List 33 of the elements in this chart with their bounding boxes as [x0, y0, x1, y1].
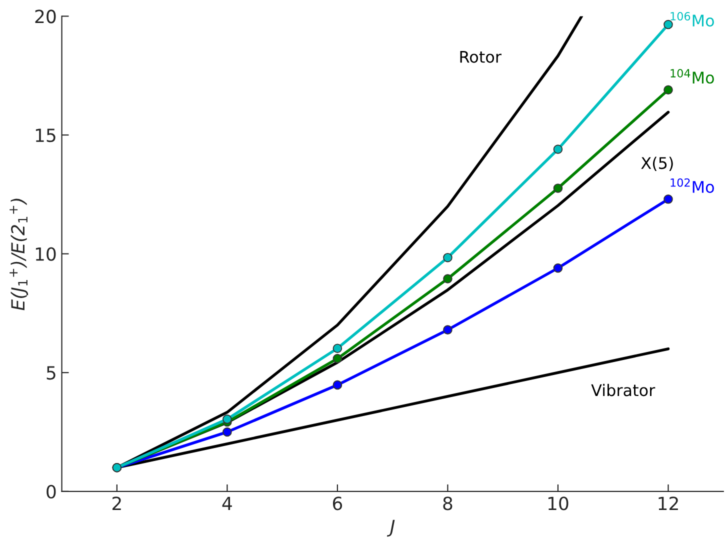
x-axis-title: J [386, 520, 395, 537]
y-tick-label: 0 [46, 484, 56, 499]
series-label: X(5) [641, 156, 673, 171]
y-tick-label: 10 [36, 247, 56, 261]
series-label: $^{104}$Mo [670, 69, 714, 84]
point [664, 194, 673, 204]
x-tick-label: 4 [222, 496, 232, 510]
series-label: $^{106}$Mo [670, 12, 714, 27]
point [443, 274, 452, 284]
point [332, 344, 342, 354]
y-tick-label: 20 [35, 10, 56, 24]
point [332, 380, 342, 390]
series-label: Vibrator [591, 384, 656, 396]
point [553, 184, 563, 193]
x-tick-label: 10 [548, 496, 568, 510]
y-tick-label: 5 [46, 366, 56, 380]
point [553, 144, 563, 154]
point [222, 414, 232, 424]
x-tick-label: 8 [443, 496, 452, 510]
point [664, 20, 673, 30]
x-tick-label: 6 [332, 496, 342, 510]
series-label: $^{102}$Mo [670, 178, 714, 193]
point [332, 354, 342, 364]
x-tick-label: 2 [112, 496, 121, 510]
point [664, 85, 673, 95]
y-tick-label: 15 [36, 128, 56, 142]
point [443, 325, 452, 334]
text: Rotor [460, 51, 502, 63]
x-tick-label: 12 [658, 496, 678, 510]
point [553, 263, 563, 273]
y-axis-title: E(J$_{1}$$^{+}$)/E(2$_{1}$$^{+}$) [10, 198, 28, 310]
point [443, 252, 452, 262]
point [222, 427, 232, 437]
